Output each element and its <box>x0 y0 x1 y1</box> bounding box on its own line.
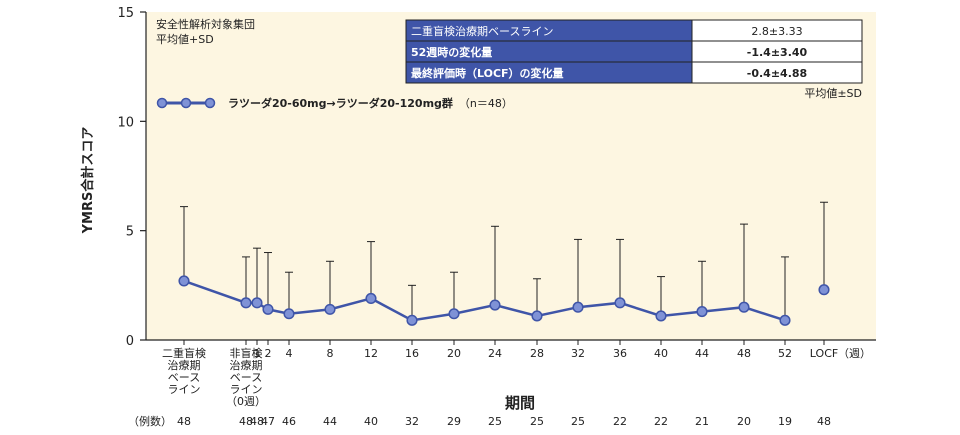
summary-table: 二重盲検治療期ベースライン 2.8±3.33 52週時の変化量 -1.4±3.4… <box>405 19 863 100</box>
population-note-2: 平均値+SD <box>156 33 214 46</box>
data-point <box>406 314 418 326</box>
data-point <box>283 308 295 320</box>
data-point <box>531 310 543 322</box>
legend-label: ラツーダ20-60mg→ラツーダ20-120mg群 （n＝48） <box>228 96 513 110</box>
y-axis: 0 5 10 15 <box>117 6 147 349</box>
data-point <box>448 308 460 320</box>
n-value: 48 <box>239 415 253 428</box>
x-tick-label: 12 <box>364 347 378 360</box>
y-tick-label: 15 <box>117 6 134 21</box>
n-value: 25 <box>488 415 502 428</box>
data-point <box>251 297 263 309</box>
n-label: （例数） <box>128 414 172 428</box>
n-value: 32 <box>405 415 419 428</box>
n-value: 48 <box>250 415 264 428</box>
n-value: 46 <box>282 415 296 428</box>
x-tick-label: 4 <box>286 347 293 360</box>
data-point <box>696 306 708 318</box>
n-value: 22 <box>654 415 668 428</box>
x-tick-label: 28 <box>530 347 544 360</box>
data-point <box>365 292 377 305</box>
n-value: 20 <box>737 415 751 428</box>
data-point <box>262 303 274 315</box>
x-axis-label: 期間 <box>505 394 535 412</box>
population-note-1: 安全性解析対象集団 <box>156 17 255 31</box>
data-point <box>818 284 830 296</box>
n-value: 29 <box>447 415 461 428</box>
x-tick-label: 2 <box>265 347 272 360</box>
x-tick-label: 1 <box>254 347 261 360</box>
legend-marker <box>156 97 168 109</box>
x-tick-label: 8 <box>327 347 334 360</box>
table-row-value: -1.4±3.40 <box>747 46 808 59</box>
y-tick-label: 10 <box>117 115 134 130</box>
x-tick-label: 16 <box>405 347 419 360</box>
x-tick-label: 24 <box>488 347 502 360</box>
error-bars <box>180 201 828 321</box>
legend: ラツーダ20-60mg→ラツーダ20-120mg群 （n＝48） <box>156 96 513 110</box>
n-value: 47 <box>261 415 275 428</box>
data-point <box>240 297 252 309</box>
table-row-value: 2.8±3.33 <box>751 25 802 38</box>
table-footnote: 平均値±SD <box>804 87 862 100</box>
data-point <box>178 275 190 287</box>
n-value: 22 <box>613 415 627 428</box>
x-tick-label: 二重盲検治療期ベースライン <box>162 346 206 396</box>
x-tick-label: 32 <box>571 347 585 360</box>
data-point <box>614 297 626 309</box>
table-value-cell <box>691 61 863 84</box>
x-tick-label: 44 <box>695 347 709 360</box>
table-row-value: -0.4±4.88 <box>747 67 807 80</box>
n-value: 44 <box>323 415 337 428</box>
y-tick-label: 5 <box>126 225 134 240</box>
data-points <box>178 275 830 326</box>
x-tick-label: 40 <box>654 347 668 360</box>
table-row-label: 最終評価時（LOCF）の変化量 <box>411 66 564 80</box>
y-tick-label: 0 <box>126 334 134 349</box>
x-tick-label: 52 <box>778 347 792 360</box>
n-value: 25 <box>530 415 544 428</box>
data-point <box>324 303 336 315</box>
data-point <box>655 310 667 322</box>
y-axis-label: YMRS合計スコア <box>80 127 96 235</box>
n-value: 48 <box>177 415 191 428</box>
table-row-label: 52週時の変化量 <box>411 45 492 59</box>
legend-marker <box>180 97 192 109</box>
n-value: 40 <box>364 415 378 428</box>
data-point <box>489 299 501 311</box>
x-tick-label: 非盲検治療期ベースライン（0週） <box>226 346 266 408</box>
data-point <box>779 314 791 326</box>
n-value: 25 <box>571 415 585 428</box>
x-tick-label: LOCF <box>810 347 838 360</box>
table-row-label: 二重盲検治療期ベースライン <box>411 24 553 38</box>
legend-marker <box>204 97 216 109</box>
n-value: 19 <box>778 415 792 428</box>
n-value: 48 <box>817 415 831 428</box>
x-unit-label: （週） <box>838 347 871 360</box>
x-tick-label: 48 <box>737 347 751 360</box>
n-value: 21 <box>695 415 709 428</box>
data-point <box>738 301 750 313</box>
legend-series-name: ラツーダ20-60mg→ラツーダ20-120mg群 <box>228 96 453 110</box>
data-point <box>572 301 584 313</box>
legend-n-note: （n＝48） <box>459 97 513 110</box>
x-tick-label: 20 <box>447 347 461 360</box>
x-tick-label: 36 <box>613 347 627 360</box>
